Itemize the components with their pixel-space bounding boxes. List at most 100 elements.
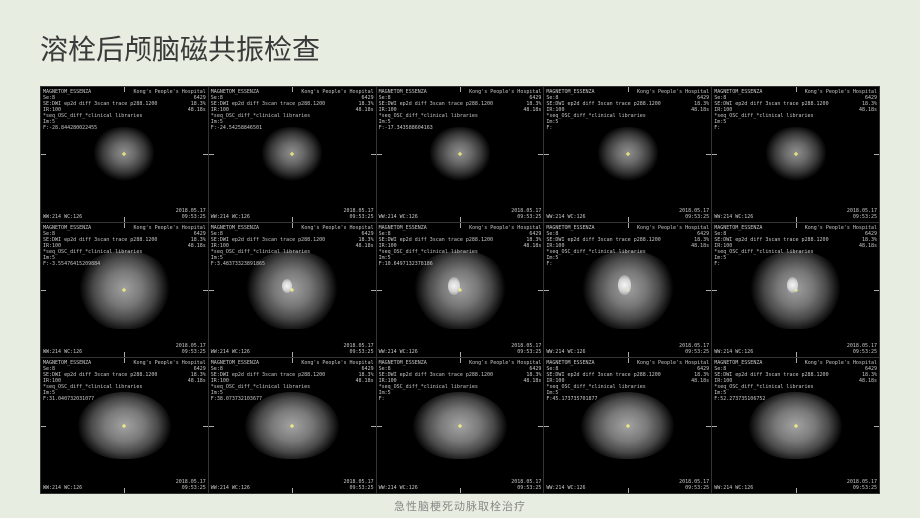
scale-tick [706, 290, 711, 291]
dicom-overlay-tr: Kong's People's Hospital 6429 18.3% 48.1… [637, 225, 709, 249]
scale-tick [796, 488, 797, 493]
scale-tick [292, 352, 293, 357]
mri-grid: MAGNETOM_ESSENZA Se:8 SE:DWI ep2d diff 3… [40, 86, 880, 494]
scale-tick [712, 426, 717, 427]
dicom-overlay-tr: Kong's People's Hospital 6429 18.3% 48.1… [301, 89, 373, 113]
mri-scan-cell: MAGNETOM_ESSENZA Se:8 SE:DWI ep2d diff 3… [544, 223, 711, 358]
dicom-overlay-bl: WW:214 WC:126 [43, 214, 82, 220]
scale-tick [460, 488, 461, 493]
dicom-overlay-br: 2018.05.17 09:53:25 [511, 208, 541, 220]
mri-scan-cell: MAGNETOM_ESSENZA Se:8 SE:DWI ep2d diff 3… [377, 223, 544, 358]
scale-tick [203, 290, 208, 291]
scale-tick [377, 290, 382, 291]
scale-tick [712, 290, 717, 291]
dicom-overlay-tl: MAGNETOM_ESSENZA Se:8 SE:DWI ep2d diff 3… [211, 89, 325, 131]
scale-tick [628, 87, 629, 92]
mri-scan-cell: MAGNETOM_ESSENZA Se:8 SE:DWI ep2d diff 3… [712, 358, 879, 493]
scale-tick [209, 154, 214, 155]
dicom-overlay-tr: Kong's People's Hospital 6429 18.3% 48.1… [805, 89, 877, 113]
scale-tick [460, 352, 461, 357]
scale-tick [209, 426, 214, 427]
scale-tick [544, 426, 549, 427]
dicom-overlay-tr: Kong's People's Hospital 6429 18.3% 48.1… [469, 225, 541, 249]
scale-tick [796, 223, 797, 228]
dicom-overlay-br: 2018.05.17 09:53:25 [511, 343, 541, 355]
scale-tick [706, 154, 711, 155]
scale-tick [460, 87, 461, 92]
dicom-overlay-br: 2018.05.17 09:53:25 [679, 343, 709, 355]
scale-tick [796, 358, 797, 363]
scale-tick [628, 358, 629, 363]
dicom-overlay-bl: WW:214 WC:126 [546, 485, 585, 491]
dicom-overlay-bl: WW:214 WC:126 [211, 349, 250, 355]
dicom-overlay-bl: WW:214 WC:126 [546, 214, 585, 220]
dicom-overlay-bl: WW:214 WC:126 [379, 349, 418, 355]
dicom-overlay-br: 2018.05.17 09:53:25 [343, 479, 373, 491]
mri-scan-cell: MAGNETOM_ESSENZA Se:8 SE:DWI ep2d diff 3… [544, 358, 711, 493]
dicom-overlay-tr: Kong's People's Hospital 6429 18.3% 48.1… [637, 360, 709, 384]
scale-tick [203, 426, 208, 427]
dicom-overlay-br: 2018.05.17 09:53:25 [176, 343, 206, 355]
scale-tick [460, 358, 461, 363]
scale-tick [41, 154, 46, 155]
dicom-overlay-tl: MAGNETOM_ESSENZA Se:8 SE:DWI ep2d diff 3… [43, 89, 157, 131]
scale-tick [706, 426, 711, 427]
footer-caption: 急性脑梗死动脉取栓治疗 [0, 498, 920, 514]
scale-tick [377, 154, 382, 155]
dicom-overlay-bl: WW:214 WC:126 [546, 349, 585, 355]
scale-tick [874, 290, 879, 291]
lesion-highlight [448, 277, 460, 295]
scale-tick [544, 290, 549, 291]
mri-scan-cell: MAGNETOM_ESSENZA Se:8 SE:DWI ep2d diff 3… [544, 87, 711, 222]
scale-tick [628, 217, 629, 222]
scale-tick [538, 290, 543, 291]
scale-tick [371, 290, 376, 291]
scale-tick [371, 426, 376, 427]
scale-tick [203, 154, 208, 155]
dicom-overlay-br: 2018.05.17 09:53:25 [511, 479, 541, 491]
scale-tick [538, 426, 543, 427]
scale-tick [292, 223, 293, 228]
lesion-highlight [618, 275, 631, 295]
mri-scan-cell: MAGNETOM_ESSENZA Se:8 SE:DWI ep2d diff 3… [377, 87, 544, 222]
mri-scan-cell: MAGNETOM_ESSENZA Se:8 SE:DWI ep2d diff 3… [209, 87, 376, 222]
dicom-overlay-tr: Kong's People's Hospital 6429 18.3% 48.1… [469, 89, 541, 113]
scale-tick [371, 154, 376, 155]
dicom-overlay-tl: MAGNETOM_ESSENZA Se:8 SE:DWI ep2d diff 3… [379, 89, 493, 131]
mri-scan-cell: MAGNETOM_ESSENZA Se:8 SE:DWI ep2d diff 3… [41, 358, 208, 493]
scale-tick [544, 154, 549, 155]
mri-scan-cell: MAGNETOM_ESSENZA Se:8 SE:DWI ep2d diff 3… [377, 358, 544, 493]
scale-tick [796, 352, 797, 357]
dicom-overlay-tr: Kong's People's Hospital 6429 18.3% 48.1… [134, 225, 206, 249]
scale-tick [538, 154, 543, 155]
dicom-overlay-br: 2018.05.17 09:53:25 [847, 343, 877, 355]
scale-tick [628, 223, 629, 228]
scale-tick [628, 488, 629, 493]
scale-tick [377, 426, 382, 427]
dicom-overlay-br: 2018.05.17 09:53:25 [176, 479, 206, 491]
scale-tick [796, 217, 797, 222]
scale-tick [124, 358, 125, 363]
dicom-overlay-br: 2018.05.17 09:53:25 [679, 208, 709, 220]
dicom-overlay-bl: WW:214 WC:126 [379, 485, 418, 491]
dicom-overlay-bl: WW:214 WC:126 [714, 349, 753, 355]
mri-scan-cell: MAGNETOM_ESSENZA Se:8 SE:DWI ep2d diff 3… [209, 358, 376, 493]
dicom-overlay-tr: Kong's People's Hospital 6429 18.3% 48.1… [805, 360, 877, 384]
scale-tick [124, 87, 125, 92]
dicom-overlay-tr: Kong's People's Hospital 6429 18.3% 48.1… [637, 89, 709, 113]
mri-scan-cell: MAGNETOM_ESSENZA Se:8 SE:DWI ep2d diff 3… [41, 223, 208, 358]
scale-tick [460, 217, 461, 222]
scale-tick [292, 87, 293, 92]
scale-tick [460, 223, 461, 228]
dicom-overlay-br: 2018.05.17 09:53:25 [343, 208, 373, 220]
scale-tick [41, 426, 46, 427]
dicom-overlay-tr: Kong's People's Hospital 6429 18.3% 48.1… [134, 360, 206, 384]
scale-tick [124, 223, 125, 228]
dicom-overlay-tr: Kong's People's Hospital 6429 18.3% 48.1… [301, 360, 373, 384]
dicom-overlay-tl: MAGNETOM_ESSENZA Se:8 SE:DWI ep2d diff 3… [714, 89, 828, 131]
scale-tick [124, 352, 125, 357]
scale-tick [292, 217, 293, 222]
scale-tick [874, 426, 879, 427]
mri-scan-cell: MAGNETOM_ESSENZA Se:8 SE:DWI ep2d diff 3… [41, 87, 208, 222]
mri-scan-cell: MAGNETOM_ESSENZA Se:8 SE:DWI ep2d diff 3… [712, 87, 879, 222]
